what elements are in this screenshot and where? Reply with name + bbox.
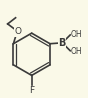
Text: OH: OH xyxy=(71,47,83,56)
Text: F: F xyxy=(29,86,34,95)
Text: O: O xyxy=(15,27,22,36)
Text: OH: OH xyxy=(71,29,83,39)
Text: B: B xyxy=(59,38,66,48)
